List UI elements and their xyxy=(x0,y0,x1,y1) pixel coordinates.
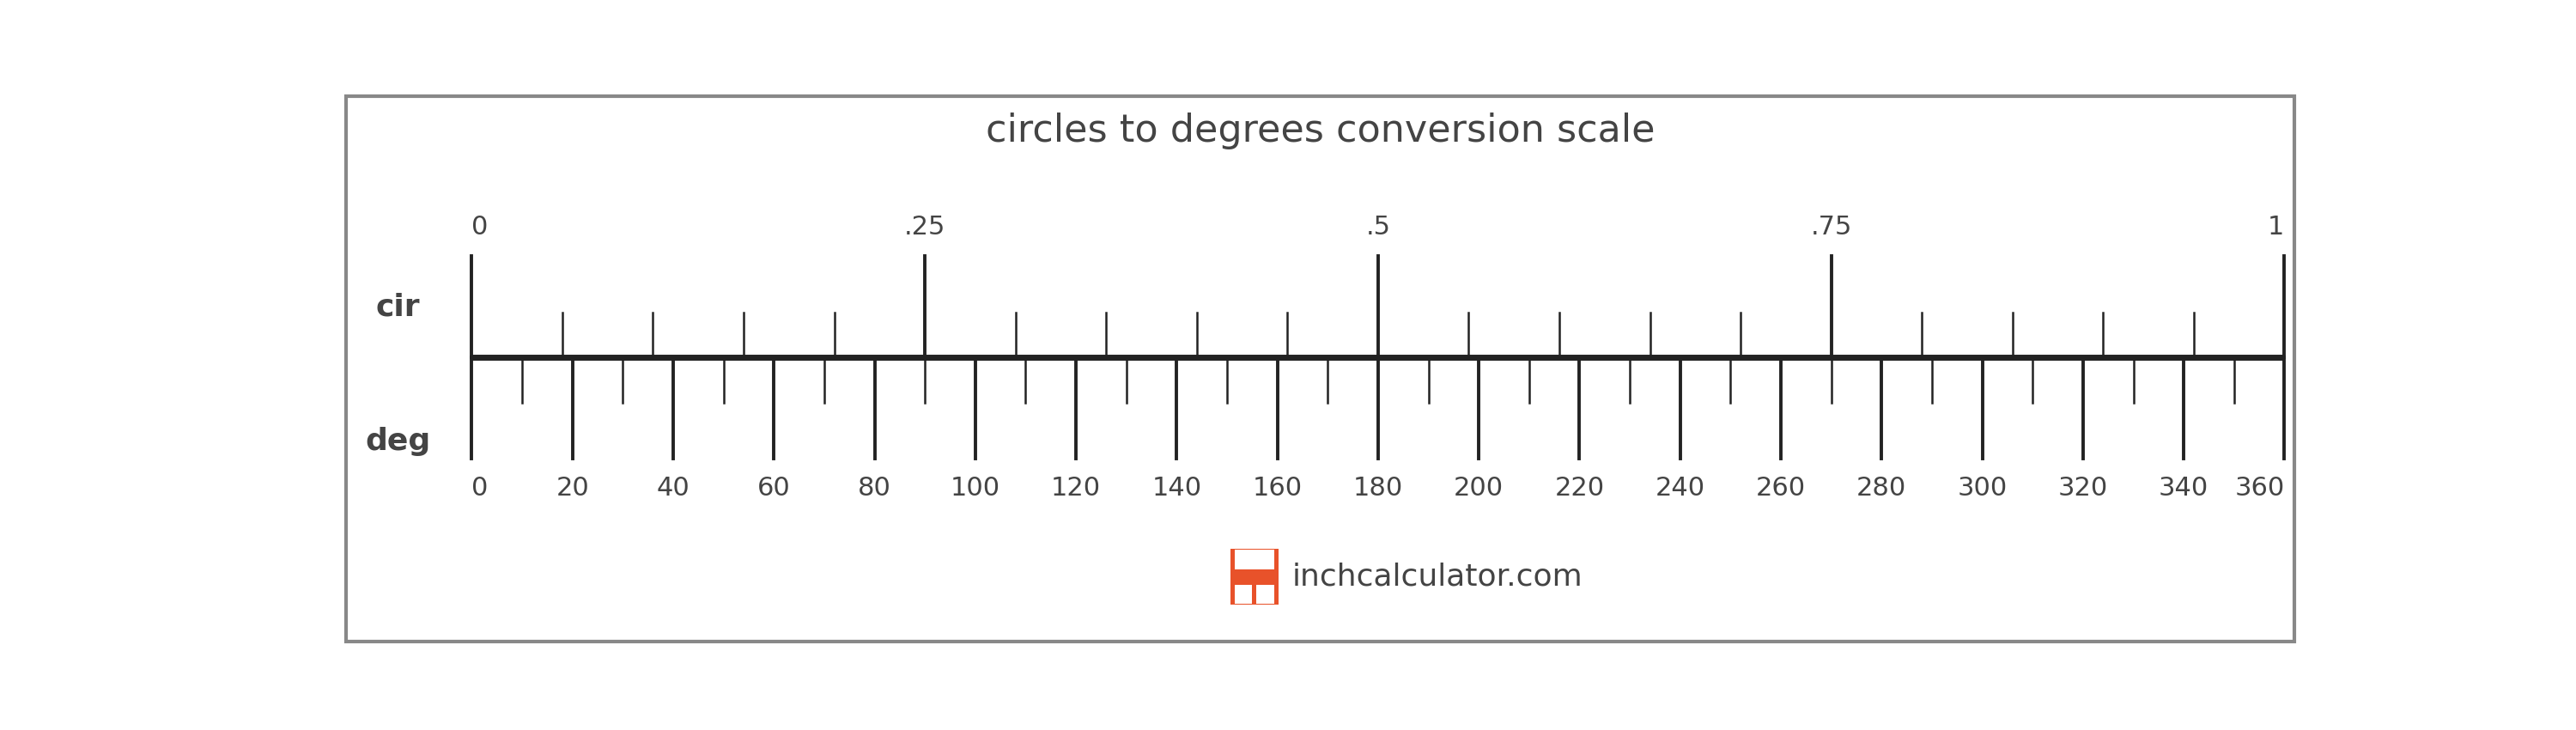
Text: .5: .5 xyxy=(1365,215,1391,239)
Text: 0: 0 xyxy=(471,215,489,239)
Text: 240: 240 xyxy=(1656,475,1705,500)
Text: 20: 20 xyxy=(556,475,590,500)
Text: 160: 160 xyxy=(1252,475,1303,500)
Text: .75: .75 xyxy=(1811,215,1852,239)
Text: circles to degrees conversion scale: circles to degrees conversion scale xyxy=(987,113,1654,150)
Text: 40: 40 xyxy=(657,475,690,500)
Text: cir: cir xyxy=(376,292,420,321)
Text: 80: 80 xyxy=(858,475,891,500)
Text: 100: 100 xyxy=(951,475,999,500)
Bar xyxy=(1257,585,1275,604)
Text: 140: 140 xyxy=(1151,475,1200,500)
Text: 1: 1 xyxy=(2267,215,2285,239)
Text: 360: 360 xyxy=(2233,475,2285,500)
Text: 200: 200 xyxy=(1453,475,1504,500)
Text: 260: 260 xyxy=(1757,475,1806,500)
Bar xyxy=(1231,548,1278,604)
Text: 180: 180 xyxy=(1352,475,1404,500)
Text: 320: 320 xyxy=(2058,475,2107,500)
Text: 120: 120 xyxy=(1051,475,1100,500)
Text: 300: 300 xyxy=(1958,475,2007,500)
Text: 280: 280 xyxy=(1857,475,1906,500)
Text: inchcalculator.com: inchcalculator.com xyxy=(1293,562,1584,591)
Text: 60: 60 xyxy=(757,475,791,500)
Text: .25: .25 xyxy=(904,215,945,239)
Text: 220: 220 xyxy=(1553,475,1605,500)
Text: deg: deg xyxy=(366,427,430,456)
Text: 340: 340 xyxy=(2159,475,2208,500)
Text: 0: 0 xyxy=(471,475,489,500)
Bar xyxy=(1234,550,1275,569)
Bar xyxy=(1234,585,1252,604)
